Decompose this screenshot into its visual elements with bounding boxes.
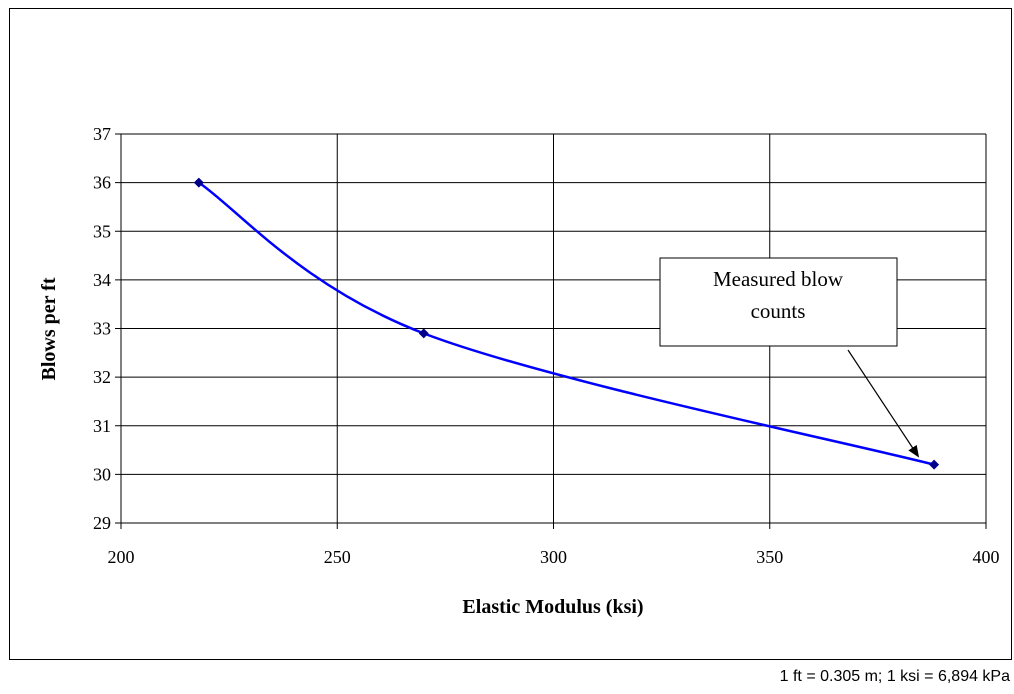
y-tick-label: 31 [93,416,111,436]
y-axis-title: Blows per ft [38,277,60,380]
x-tick-label: 200 [108,547,135,567]
series-layer [193,177,940,470]
y-tick-label: 29 [93,513,111,533]
callout-line-1: Measured blow [713,267,844,291]
x-tick-label: 400 [973,547,1000,567]
data-point-marker [929,459,940,470]
y-tick-label: 35 [93,221,111,241]
data-point-marker [193,177,204,188]
axes [115,133,987,529]
callout-arrow [847,349,920,458]
x-tick-label: 250 [324,547,351,567]
series-line [198,181,935,466]
tick-labels: 29 30 31 32 33 34 35 36 37 200 250 300 350 400 [93,124,1000,567]
x-axis-title: Elastic Modulus (ksi) [462,596,643,618]
callout: Measured blow counts [659,257,920,458]
unit-conversion-note: 1 ft = 0.305 m; 1 ksi = 6,894 kPa [779,668,1010,685]
callout-line-2: counts [751,299,806,323]
grid [121,133,987,523]
y-tick-label: 34 [93,270,111,290]
y-tick-label: 32 [93,367,111,387]
callout-box [659,257,898,347]
y-tick-label: 33 [93,319,111,339]
y-tick-label: 30 [93,464,111,484]
y-tick-label: 36 [93,173,111,193]
y-tick-label: 37 [93,124,111,144]
x-tick-label: 300 [540,547,567,567]
x-tick-label: 350 [756,547,783,567]
data-point-marker [418,328,429,339]
